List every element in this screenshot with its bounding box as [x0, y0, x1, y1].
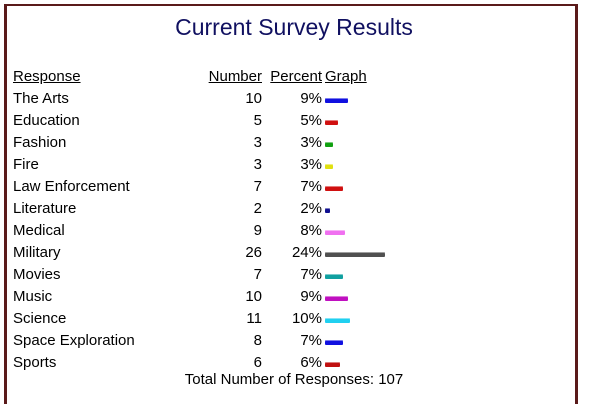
table-header: Response Number Percent Graph [7, 68, 581, 90]
response-label: The Arts [13, 90, 69, 107]
total-label: Total Number of Responses: [184, 371, 375, 388]
response-bar [325, 252, 385, 257]
header-number: Number [208, 68, 262, 85]
response-percent: 7% [300, 178, 322, 195]
table-row: The Arts 10 9% [7, 90, 581, 112]
response-percent: 9% [300, 90, 322, 107]
response-label: Science [13, 310, 67, 327]
response-bar [325, 362, 340, 367]
table-row: Movies 7 7% [7, 266, 581, 288]
response-bar [325, 186, 343, 191]
response-label: Space Exploration [13, 332, 135, 349]
response-label: Law Enforcement [13, 178, 130, 195]
table-row: Space Exploration 8 7% [7, 332, 581, 354]
response-percent: 7% [300, 266, 322, 283]
response-bar [325, 274, 343, 279]
response-percent: 2% [300, 200, 322, 217]
page-title: Current Survey Results [175, 14, 413, 40]
response-percent: 3% [300, 134, 322, 151]
response-label: Military [13, 244, 61, 261]
table-row: Music 10 9% [7, 288, 581, 310]
response-percent: 10% [291, 310, 322, 327]
response-count: 7 [253, 178, 262, 195]
response-percent: 6% [300, 354, 322, 371]
response-bar [325, 98, 348, 103]
response-bar [325, 142, 333, 147]
response-label: Medical [13, 222, 65, 239]
response-percent: 7% [300, 332, 322, 349]
response-label: Music [13, 288, 53, 305]
response-count: 26 [245, 244, 262, 261]
response-count: 11 [246, 310, 262, 327]
response-count: 2 [253, 200, 262, 217]
table-row: Sports 6 6% [7, 354, 581, 376]
header-response: Response [13, 68, 81, 85]
response-bar [325, 208, 330, 213]
table-row: Fire 3 3% [7, 156, 581, 178]
response-percent: 5% [300, 112, 322, 129]
response-label: Sports [13, 354, 57, 371]
total-value: 107 [378, 371, 404, 388]
response-count: 3 [253, 134, 262, 151]
response-label: Literature [13, 200, 77, 217]
response-count: 8 [253, 332, 262, 349]
response-label: Movies [13, 266, 61, 283]
response-percent: 3% [300, 156, 322, 173]
response-count: 3 [253, 156, 262, 173]
table-row: Military 26 24% [7, 244, 581, 266]
header-graph: Graph [325, 68, 367, 85]
response-bar [325, 296, 348, 301]
response-bar [325, 120, 338, 125]
header-percent: Percent [270, 68, 322, 85]
table-row: Medical 9 8% [7, 222, 581, 244]
response-count: 9 [253, 222, 262, 239]
response-count: 6 [253, 354, 262, 371]
table-row: Fashion 3 3% [7, 134, 581, 156]
table-row: Law Enforcement 7 7% [7, 178, 581, 200]
response-count: 10 [245, 288, 262, 305]
response-count: 7 [253, 266, 262, 283]
response-bar [325, 340, 343, 345]
response-count: 5 [253, 112, 262, 129]
response-label: Fashion [13, 134, 67, 151]
response-bar [325, 164, 333, 169]
response-count: 10 [245, 90, 262, 107]
response-label: Education [13, 112, 80, 129]
response-bar [325, 230, 345, 235]
response-percent: 9% [300, 288, 322, 305]
survey-results-panel: Current Survey Results Response Number P… [4, 4, 578, 404]
table-row: Literature 2 2% [7, 200, 581, 222]
table-row: Science 11 10% [7, 310, 581, 332]
total-responses: Total Number of Responses: 107 [7, 371, 581, 388]
response-percent: 8% [300, 222, 322, 239]
response-bar [325, 318, 350, 323]
table-row: Education 5 5% [7, 112, 581, 134]
response-percent: 24% [291, 244, 322, 261]
response-label: Fire [13, 156, 39, 173]
